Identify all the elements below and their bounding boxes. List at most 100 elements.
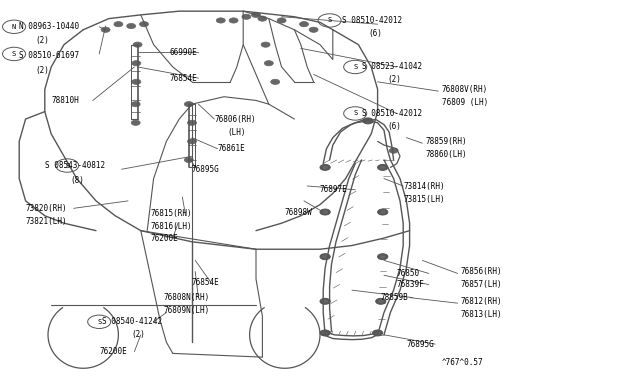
Circle shape xyxy=(365,119,371,122)
Text: 66990E: 66990E xyxy=(170,48,197,57)
Text: S: S xyxy=(97,319,101,325)
Circle shape xyxy=(216,18,225,23)
Circle shape xyxy=(101,27,110,32)
Circle shape xyxy=(229,18,238,23)
Text: S: S xyxy=(12,51,16,57)
Text: 73821(LH): 73821(LH) xyxy=(26,217,67,226)
Text: 76813(LH): 76813(LH) xyxy=(461,310,502,319)
Circle shape xyxy=(320,298,330,304)
Circle shape xyxy=(320,164,330,170)
Text: 76897E: 76897E xyxy=(320,185,348,194)
Circle shape xyxy=(378,300,383,303)
Text: 78859(RH): 78859(RH) xyxy=(426,137,467,146)
Circle shape xyxy=(131,102,140,107)
Circle shape xyxy=(300,22,308,27)
Text: S 08510-42012: S 08510-42012 xyxy=(362,109,422,118)
Text: N 08963-10440: N 08963-10440 xyxy=(19,22,79,31)
Text: S: S xyxy=(65,163,69,169)
Circle shape xyxy=(132,79,141,84)
Circle shape xyxy=(378,164,388,170)
Circle shape xyxy=(323,166,328,169)
Circle shape xyxy=(378,209,388,215)
Circle shape xyxy=(389,148,398,153)
Text: 76809 (LH): 76809 (LH) xyxy=(442,98,488,107)
Circle shape xyxy=(277,18,286,23)
Text: 76815(RH): 76815(RH) xyxy=(150,209,192,218)
Circle shape xyxy=(261,42,270,47)
Circle shape xyxy=(271,79,280,84)
Text: 76854E: 76854E xyxy=(170,74,197,83)
Text: S: S xyxy=(353,64,357,70)
Circle shape xyxy=(323,331,328,334)
Circle shape xyxy=(380,211,385,214)
Circle shape xyxy=(380,166,385,169)
Circle shape xyxy=(184,102,193,107)
Text: S 08543-40812: S 08543-40812 xyxy=(45,161,105,170)
Text: (2): (2) xyxy=(387,76,401,84)
Text: 73814(RH): 73814(RH) xyxy=(403,182,445,190)
Circle shape xyxy=(376,298,386,304)
Text: (2): (2) xyxy=(35,36,49,45)
Text: S: S xyxy=(328,17,332,23)
Circle shape xyxy=(264,61,273,66)
Text: 76895G: 76895G xyxy=(406,340,434,349)
Text: 76898W: 76898W xyxy=(285,208,312,217)
Text: 76816(LH): 76816(LH) xyxy=(150,222,192,231)
Text: 76856(RH): 76856(RH) xyxy=(461,267,502,276)
Text: 73815(LH): 73815(LH) xyxy=(403,195,445,203)
Circle shape xyxy=(188,120,196,125)
Circle shape xyxy=(320,254,330,260)
Text: (2): (2) xyxy=(131,330,145,339)
Circle shape xyxy=(258,16,267,21)
Text: 76857(LH): 76857(LH) xyxy=(461,280,502,289)
Text: (8): (8) xyxy=(70,176,84,185)
Text: S: S xyxy=(353,110,357,116)
Circle shape xyxy=(309,27,318,32)
Text: 76200E: 76200E xyxy=(150,234,178,243)
Circle shape xyxy=(132,61,141,66)
Circle shape xyxy=(114,22,123,27)
Text: S 08523-41042: S 08523-41042 xyxy=(362,62,422,71)
Text: 73820(RH): 73820(RH) xyxy=(26,204,67,213)
Text: 76806(RH): 76806(RH) xyxy=(214,115,256,124)
Circle shape xyxy=(133,42,142,47)
Circle shape xyxy=(380,255,385,258)
Text: 76809N(LH): 76809N(LH) xyxy=(163,306,209,315)
Text: 76812(RH): 76812(RH) xyxy=(461,297,502,306)
Text: 76808V(RH): 76808V(RH) xyxy=(442,85,488,94)
Text: (2): (2) xyxy=(35,66,49,75)
Text: 76895G: 76895G xyxy=(192,165,220,174)
Text: 76200E: 76200E xyxy=(99,347,127,356)
Text: 76839F: 76839F xyxy=(397,280,424,289)
Circle shape xyxy=(252,12,260,17)
Circle shape xyxy=(188,139,196,144)
Circle shape xyxy=(323,255,328,258)
Text: 76808N(RH): 76808N(RH) xyxy=(163,293,209,302)
Text: (6): (6) xyxy=(387,122,401,131)
Text: S 08540-41242: S 08540-41242 xyxy=(102,317,163,326)
Circle shape xyxy=(375,331,380,334)
Text: 78859B: 78859B xyxy=(381,293,408,302)
Text: (6): (6) xyxy=(368,29,382,38)
Text: 78860(LH): 78860(LH) xyxy=(426,150,467,159)
Circle shape xyxy=(320,330,330,336)
Circle shape xyxy=(184,157,193,163)
Text: 78810H: 78810H xyxy=(51,96,79,105)
Circle shape xyxy=(140,22,148,27)
Circle shape xyxy=(131,120,140,125)
Circle shape xyxy=(323,211,328,214)
Text: S 08510-42012: S 08510-42012 xyxy=(342,16,403,25)
Circle shape xyxy=(320,209,330,215)
Circle shape xyxy=(127,23,136,29)
Text: 76854E: 76854E xyxy=(192,278,220,287)
Circle shape xyxy=(363,118,373,124)
Text: (LH): (LH) xyxy=(227,128,246,137)
Text: N: N xyxy=(12,24,16,30)
Circle shape xyxy=(372,330,383,336)
Circle shape xyxy=(378,254,388,260)
Circle shape xyxy=(323,300,328,303)
Text: 76861E: 76861E xyxy=(218,144,245,153)
Text: 76850: 76850 xyxy=(397,269,420,278)
Circle shape xyxy=(242,14,251,19)
Text: ^767^0.57: ^767^0.57 xyxy=(442,358,483,367)
